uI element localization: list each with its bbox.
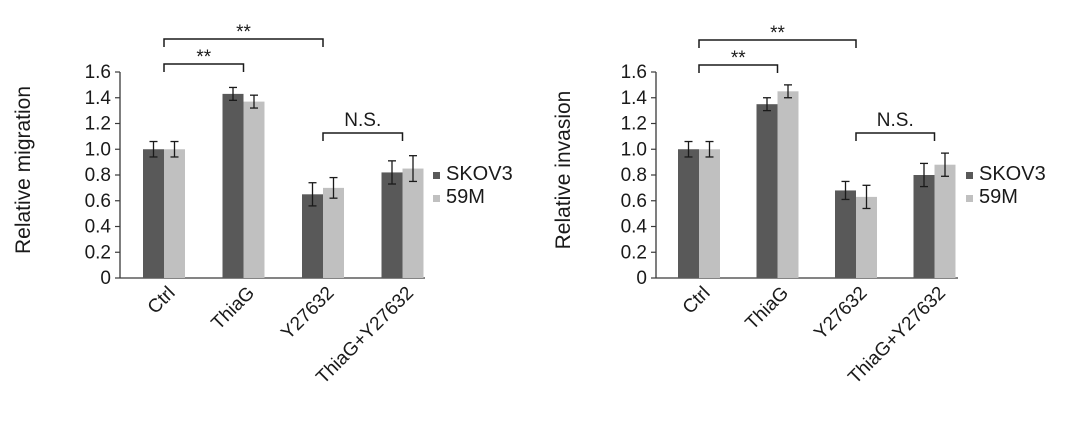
y-tick-label: 0.2	[621, 242, 647, 263]
bar-59m-2	[243, 101, 265, 278]
y-tick-label: 0	[636, 268, 647, 289]
legend-swatch-59m	[433, 195, 440, 202]
bar-skov3-1	[678, 149, 699, 278]
y-tick-label: 1.2	[85, 114, 111, 135]
legend-label-59m: 59M	[446, 186, 485, 208]
x-tick-label: ThiaG	[742, 283, 793, 334]
y-tick-label: 1.4	[621, 88, 648, 109]
significance-label: **	[731, 48, 746, 69]
x-tick-label: Ctrl	[679, 283, 715, 319]
significance-label: N.S.	[344, 110, 381, 131]
y-tick-label: 1.0	[621, 139, 647, 160]
legend-swatch-skov3	[966, 172, 973, 179]
x-tick-label: Ctrl	[144, 283, 180, 319]
significance-label: N.S.	[877, 110, 914, 131]
bar-skov3-2	[222, 93, 244, 278]
legend-swatch-skov3	[433, 172, 440, 179]
significance-bracket	[698, 64, 779, 73]
y-tick-label: 1.6	[621, 62, 647, 83]
significance-bracket	[855, 132, 936, 141]
significance-bracket	[163, 63, 245, 72]
y-tick-label: 0.4	[621, 217, 648, 238]
y-tick-label: 0.6	[85, 191, 111, 212]
bar-59m-3	[856, 196, 877, 278]
bar-skov3-1	[143, 149, 164, 278]
legend-label-skov3: SKOV3	[979, 163, 1046, 185]
y-tick-label: 0.8	[621, 165, 647, 186]
y-tick-label: 1.4	[85, 88, 112, 109]
significance-bracket	[163, 38, 324, 47]
significance-bracket	[322, 132, 404, 141]
bar-59m-2	[777, 91, 799, 278]
bar-skov3-3	[302, 194, 323, 278]
y-tick-label: 0.4	[85, 217, 112, 238]
x-tick-label: Y27632	[810, 283, 871, 344]
bar-59m-4	[402, 168, 424, 278]
y-tick-label: 0.2	[85, 242, 111, 263]
significance-label: **	[196, 47, 211, 68]
bar-skov3-4	[913, 175, 935, 278]
y-tick-label: 1.2	[621, 114, 647, 135]
y-tick-label: 0.8	[85, 165, 111, 186]
x-tick-label: Y27632	[277, 283, 338, 344]
significance-bracket	[698, 39, 857, 48]
bar-59m-1	[164, 149, 185, 278]
y-tick-label: 0.6	[621, 191, 647, 212]
chart-panel-2: 0 0.2 0.4 0.6 0.8 1.0 1.2 1.4 1.6 Relative invasi…	[552, 23, 1046, 388]
bar-59m-3	[323, 187, 344, 278]
bar-skov3-2	[756, 104, 778, 278]
y-axis-label: Relative invasion	[552, 91, 575, 250]
bar-skov3-4	[381, 172, 403, 278]
y-tick-label: 1.6	[85, 62, 111, 83]
bar-59m-1	[699, 149, 720, 278]
legend-label-skov3: SKOV3	[446, 163, 513, 185]
bar-skov3-3	[835, 190, 856, 278]
bar-59m-4	[934, 164, 956, 278]
significance-label: **	[236, 22, 251, 43]
chart-panel-1: 0 0.2 0.4 0.6 0.8 1.0 1.2 1.4 1.6 Relative migrat…	[12, 22, 513, 388]
x-tick-label: ThiaG	[208, 283, 259, 334]
y-axis-label: Relative migration	[12, 86, 35, 254]
y-tick-label: 1.0	[85, 139, 111, 160]
legend-swatch-59m	[966, 195, 973, 202]
legend-label-59m: 59M	[979, 186, 1018, 208]
significance-label: **	[770, 23, 785, 44]
y-tick-label: 0	[100, 268, 111, 289]
